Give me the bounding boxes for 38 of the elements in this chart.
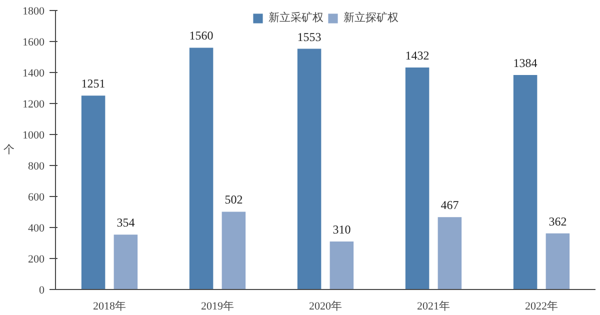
y-tick-label: 0 xyxy=(39,284,45,296)
bar xyxy=(513,74,538,290)
data-label: 1432 xyxy=(405,48,430,63)
bar xyxy=(546,233,570,290)
bar xyxy=(189,48,214,290)
data-label: 1560 xyxy=(189,28,214,43)
y-tick-label: 1200 xyxy=(22,98,45,110)
y-tick-label: 1000 xyxy=(22,130,45,142)
bar xyxy=(330,241,354,290)
data-label: 310 xyxy=(332,222,351,236)
data-label: 354 xyxy=(116,216,135,230)
x-tick-label: 2021年 xyxy=(417,300,450,312)
x-tick-label: 2020年 xyxy=(309,300,342,312)
y-axis-title: 个 xyxy=(4,144,14,156)
data-label: 467 xyxy=(440,198,459,212)
bar xyxy=(297,48,322,290)
bar xyxy=(405,68,430,290)
legend-label: 新立探矿权 xyxy=(344,10,398,25)
y-tick-label: 200 xyxy=(28,254,45,266)
data-label: 1553 xyxy=(297,30,322,44)
y-tick-label: 1600 xyxy=(22,36,45,48)
bar xyxy=(222,212,246,290)
y-tick-label: 800 xyxy=(28,160,45,172)
x-tick-label: 2019年 xyxy=(201,300,234,312)
legend-label: 新立采矿权 xyxy=(268,10,324,25)
y-tick-label: 1400 xyxy=(22,68,45,80)
data-label: 1384 xyxy=(513,56,538,70)
bar xyxy=(114,234,138,290)
y-tick-label: 1800 xyxy=(22,6,45,18)
x-tick-label: 2022年 xyxy=(525,300,558,312)
data-label: 362 xyxy=(548,214,567,228)
bar xyxy=(81,96,106,290)
y-tick-label: 600 xyxy=(28,192,45,204)
data-label: 502 xyxy=(224,192,243,207)
x-tick-label: 2018年 xyxy=(93,300,126,312)
y-tick-label: 400 xyxy=(28,222,45,234)
bar xyxy=(438,217,462,290)
data-label: 1251 xyxy=(81,76,106,91)
